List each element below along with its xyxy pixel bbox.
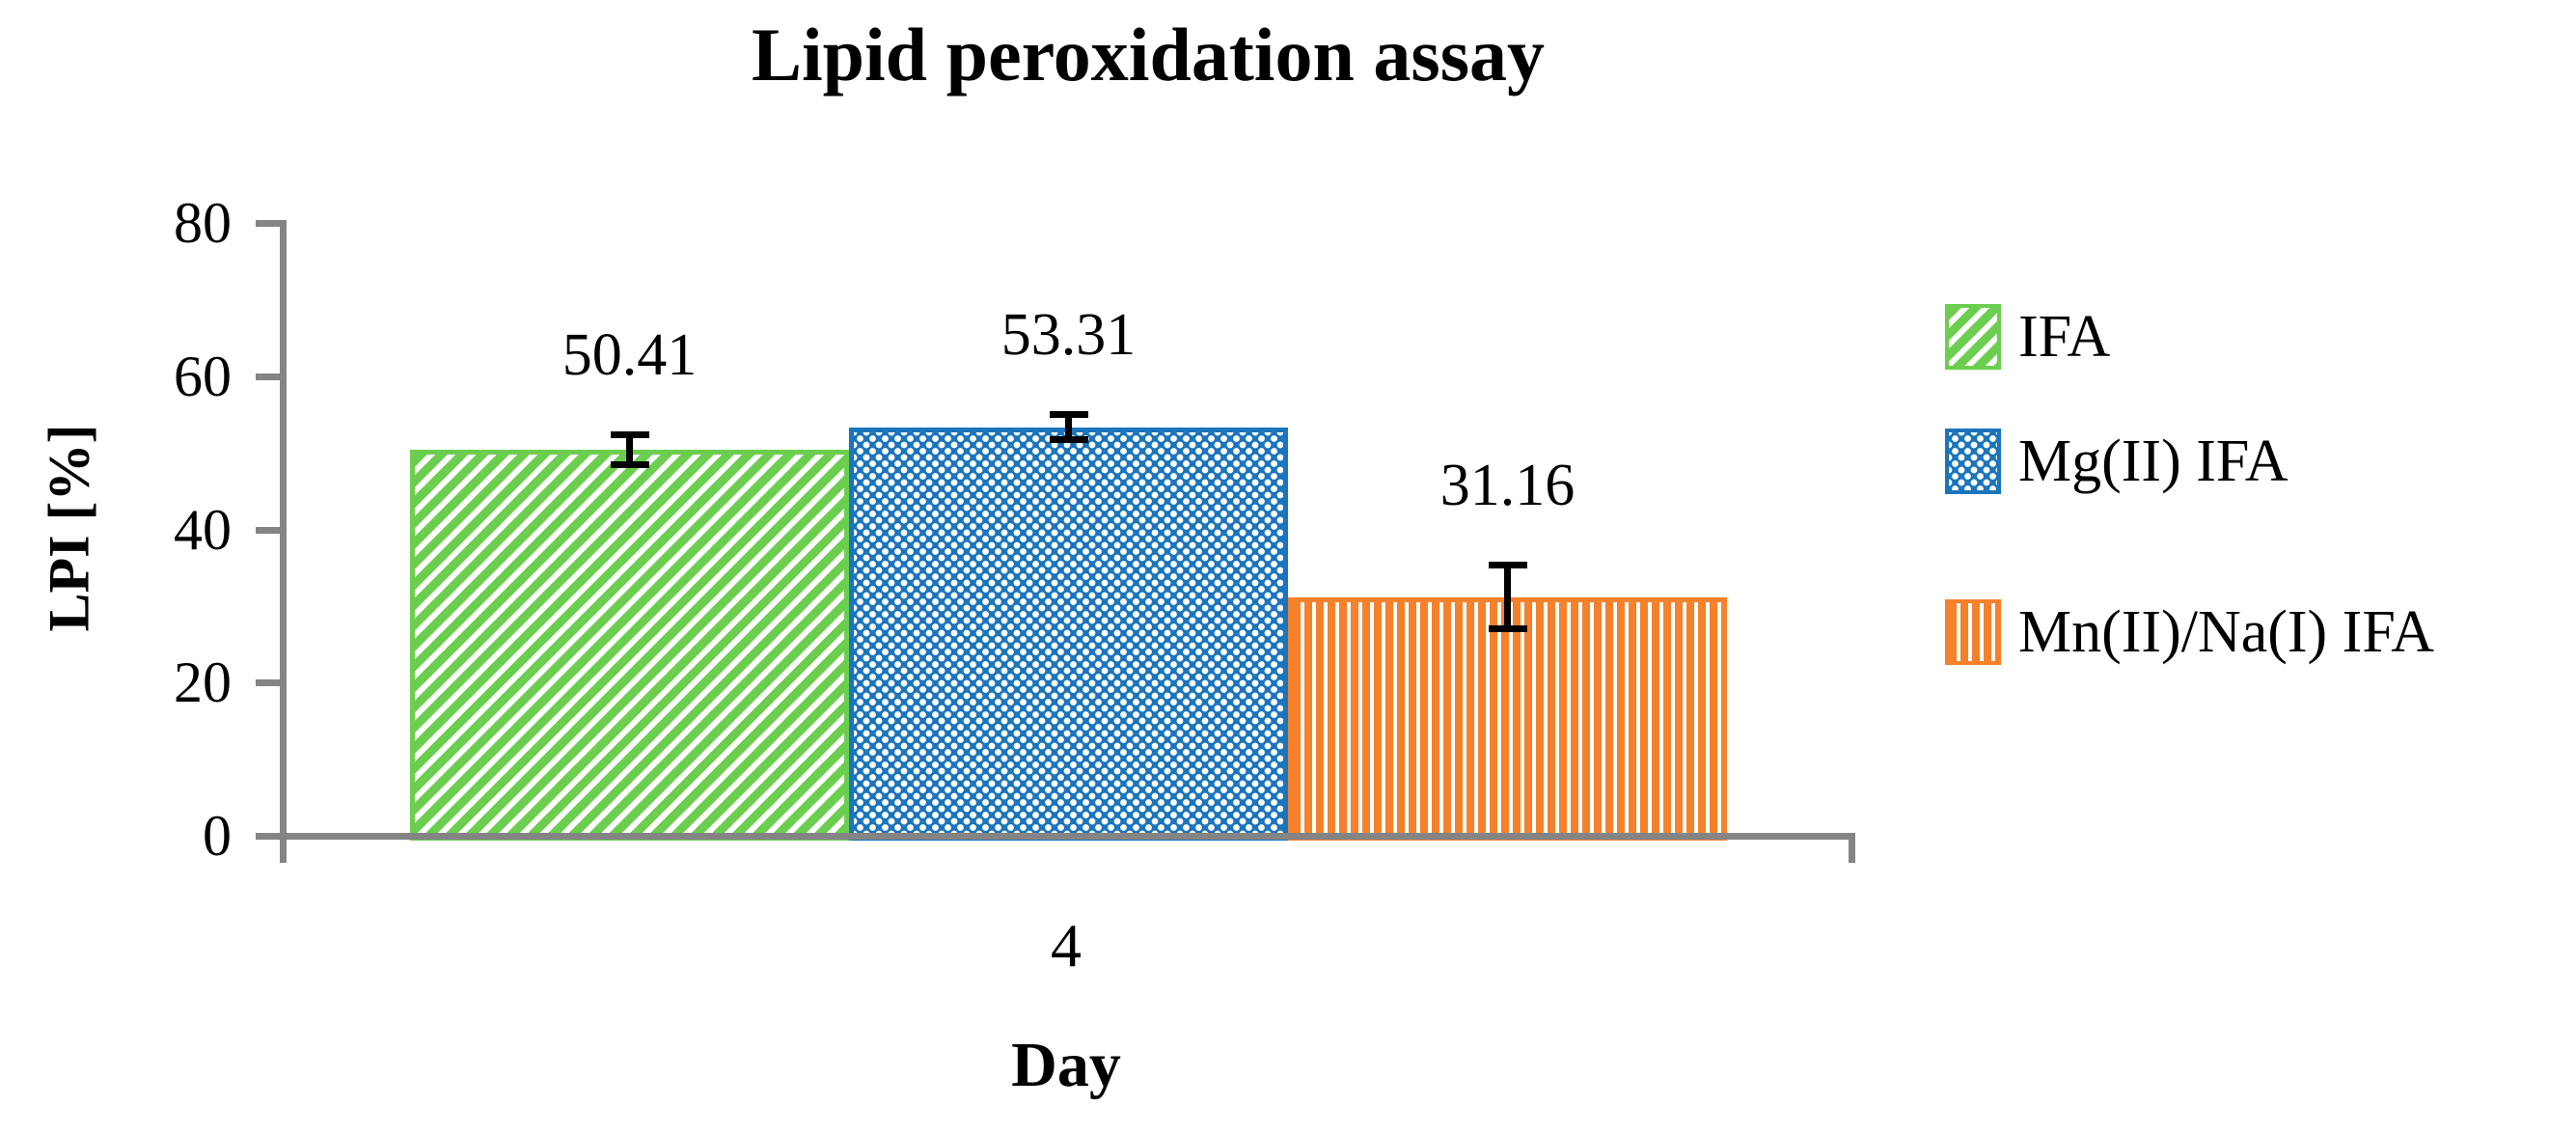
x-axis-title: Day [1011,1030,1121,1100]
error-bar-cap-bottom [1488,625,1527,633]
bar-Mg(II) IFA [849,427,1288,841]
error-bar-cap-top [1049,411,1088,419]
chart-title: Lipid peroxidation assay [751,13,1546,97]
y-tick [256,833,283,840]
legend-swatch [1945,304,2001,371]
y-tick [256,526,283,534]
error-bar-cap-bottom [1049,436,1088,444]
error-bar-line [1065,418,1072,437]
bar-IFA [410,449,849,841]
x-axis-line [256,833,1855,840]
y-axis-line [280,220,287,863]
bar-value-label: 53.31 [1000,302,1137,369]
error-bar-cap-top [610,430,649,438]
y-tick [256,220,283,227]
y-tick-label: 60 [174,344,232,408]
legend-label: IFA [2018,304,2111,370]
y-tick-label: 40 [174,497,232,562]
error-bar-line [1504,568,1511,626]
y-tick [256,373,283,380]
legend-swatch [1945,429,2001,495]
legend-item: IFA [1945,304,2111,371]
y-tick-label: 0 [203,804,232,868]
x-axis-end-tick [1849,833,1855,863]
legend-item: Mg(II) IFA [1945,429,2288,495]
error-bar-cap-top [1488,562,1527,569]
legend-swatch [1945,599,2001,666]
error-bar-line [626,437,633,461]
y-tick-label: 20 [174,650,232,715]
legend-label: Mn(II)/Na(I) IFA [2018,599,2434,665]
legend-label: Mg(II) IFA [2018,429,2288,494]
y-tick [256,679,283,687]
error-bar-cap-bottom [610,460,649,468]
bar-value-label: 50.41 [562,321,698,388]
x-tick-label: 4 [1051,911,1082,980]
bar-value-label: 31.16 [1439,453,1576,519]
y-tick-label: 80 [174,191,232,255]
bar-Mn(II)/Na(I) IFA [1288,596,1727,841]
legend-item: Mn(II)/Na(I) IFA [1945,599,2434,666]
